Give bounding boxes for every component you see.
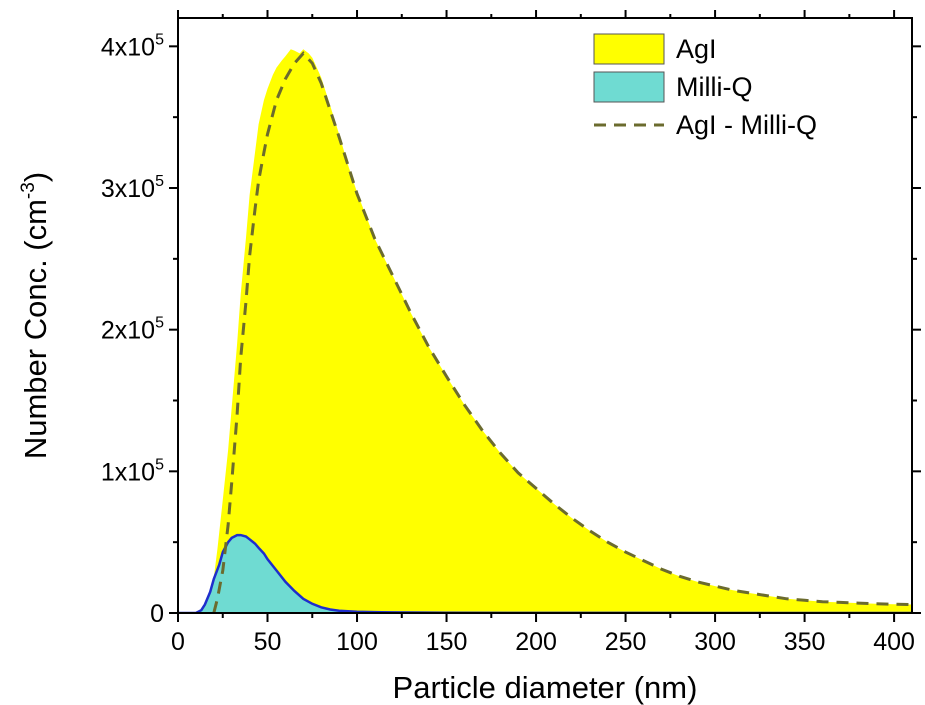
x-tick-label: 200	[515, 628, 557, 656]
legend-swatch	[593, 71, 665, 103]
y-tick-label: 1x105	[101, 456, 164, 486]
legend-label: AgI	[676, 34, 717, 64]
x-tick-label: 50	[254, 628, 282, 656]
legend-entry-agi: AgI	[593, 33, 717, 65]
legend-label: Milli-Q	[676, 72, 752, 102]
legend-entry-milli-q: Milli-Q	[593, 71, 752, 103]
series-area-milli-q	[178, 535, 912, 613]
x-tick-label: 150	[426, 628, 468, 656]
y-tick-label: 4x105	[101, 31, 164, 61]
legend-label: AgI - Milli-Q	[676, 110, 817, 140]
x-tick-label: 100	[336, 628, 378, 656]
legend-entry-agi-milli-q: AgI - Milli-Q	[594, 110, 817, 140]
y-axis-title: Number Conc. (cm-3)	[18, 172, 53, 459]
y-tick-label: 2x105	[101, 315, 164, 345]
legend-swatch	[593, 33, 665, 65]
axes: 0 50 100 150 200 250 300 350 400 0 1x105 2x105 3x105…	[18, 10, 921, 705]
y-tick-label: 0	[150, 600, 164, 628]
y-tick-label: 3x105	[101, 173, 164, 203]
x-tick-label: 0	[171, 628, 185, 656]
plot-frame	[177, 17, 913, 614]
series-area-agi	[204, 49, 912, 613]
x-axis-title: Particle diameter (nm)	[393, 670, 698, 705]
x-tick-label: 350	[784, 628, 826, 656]
x-tick-label: 250	[605, 628, 647, 656]
series-line-agi-milli-q	[212, 51, 912, 613]
x-tick-label: 400	[873, 628, 915, 656]
x-tick-label: 300	[694, 628, 736, 656]
legend: AgI Milli-Q AgI - Milli-Q	[593, 33, 817, 140]
